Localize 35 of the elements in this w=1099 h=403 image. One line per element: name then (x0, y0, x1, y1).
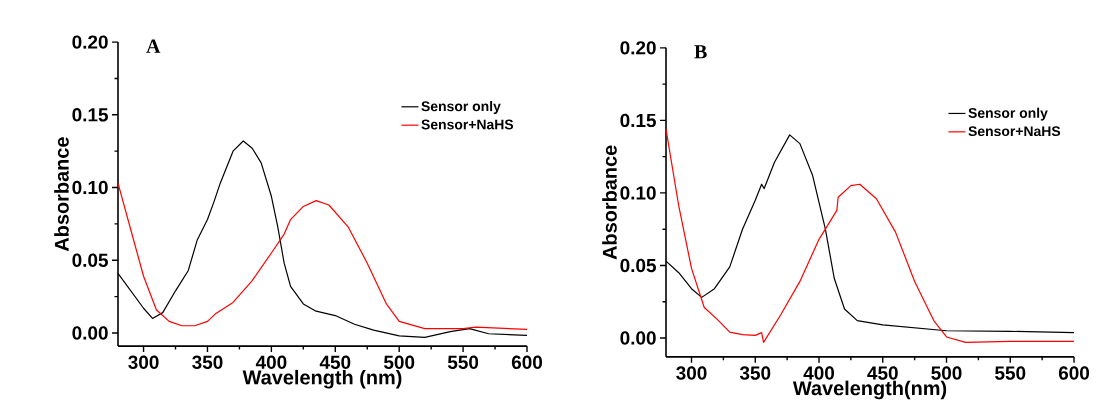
x-tick-label: 450 (867, 366, 898, 380)
x-tick-label: 400 (803, 366, 835, 380)
x-tick-label: 600 (511, 355, 543, 369)
x-axis-title: Wavelength(nm) (792, 380, 947, 400)
legend-label: Sensor+NaHS (421, 119, 514, 130)
x-tick-label: 600 (1058, 366, 1090, 380)
y-axis-title: Absorbance (54, 137, 69, 252)
y-tick-label: 0.10 (72, 180, 108, 195)
y-tick-label: 0.05 (72, 253, 108, 267)
y-axis-title: Absorbance (602, 145, 617, 260)
y-tick-label: 0.05 (620, 258, 656, 273)
x-tick-label: 300 (676, 366, 707, 380)
chart-title: A (146, 39, 161, 53)
x-tick-label: 500 (931, 366, 962, 380)
x-tick-label: 300 (128, 355, 159, 370)
x-tick-label: 500 (383, 355, 415, 369)
y-tick-label: 0.20 (72, 35, 108, 49)
chart-title: B (694, 45, 707, 59)
x-tick-label: 350 (192, 355, 223, 370)
y-tick-label: 0.15 (72, 108, 108, 122)
x-axis-title: Wavelength (nm) (242, 369, 402, 389)
y-tick-label: 0.15 (620, 113, 656, 128)
line-series (117, 182, 528, 330)
x-tick-label: 550 (995, 366, 1026, 380)
y-tick-label: 0.00 (620, 331, 656, 345)
x-tick-label: 450 (319, 355, 351, 369)
y-tick-label: 0.20 (620, 41, 656, 55)
legend-label: Sensor only (421, 100, 501, 114)
legend-label: Sensor+NaHS (968, 126, 1061, 137)
y-tick-label: 0.10 (620, 186, 656, 200)
x-tick-label: 350 (739, 366, 771, 380)
x-tick-label: 400 (255, 355, 287, 369)
y-tick-label: 0.00 (72, 326, 108, 340)
x-tick-label: 550 (447, 355, 479, 369)
legend-label: Sensor only (968, 107, 1048, 121)
